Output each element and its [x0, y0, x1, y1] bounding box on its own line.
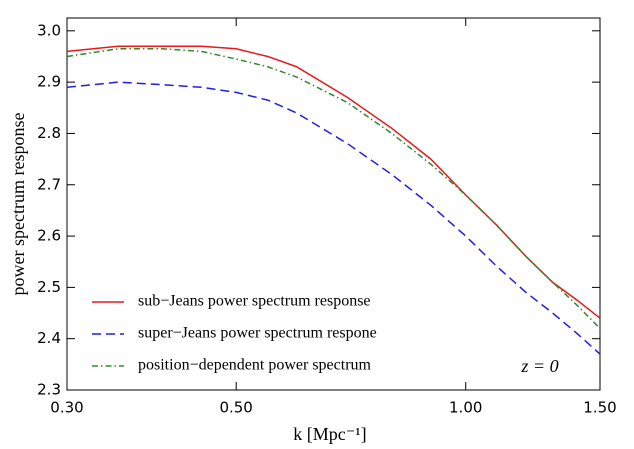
- y-tick-label: 2.5: [37, 278, 61, 296]
- x-tick-label: 0.50: [219, 399, 252, 417]
- x-axis-label: k [Mpc⁻¹]: [293, 424, 366, 444]
- y-tick-label: 2.3: [37, 381, 61, 399]
- y-tick-label: 2.7: [37, 175, 61, 193]
- y-tick-label: 2.6: [37, 227, 61, 245]
- y-tick-label: 2.9: [37, 73, 61, 91]
- legend-label: sub−Jeans power spectrum response: [138, 293, 371, 310]
- legend-label: super−Jeans power spectrum respone: [138, 325, 377, 342]
- y-axis-label: power spectrum response: [8, 113, 28, 296]
- x-tick-label: 1.00: [449, 399, 482, 417]
- annotation: z = 0: [520, 356, 558, 376]
- legend-label: position−dependent power spectrum: [138, 357, 372, 374]
- y-tick-label: 3.0: [37, 21, 61, 39]
- y-tick-label: 2.4: [37, 329, 61, 347]
- x-tick-label: 0.30: [50, 399, 83, 417]
- data-line: [66, 48, 601, 329]
- data-line: [66, 81, 601, 355]
- y-tick-label: 2.8: [37, 124, 61, 142]
- x-tick-label: 1.50: [583, 399, 616, 417]
- plot-frame: [66, 17, 601, 391]
- data-line: [66, 45, 601, 319]
